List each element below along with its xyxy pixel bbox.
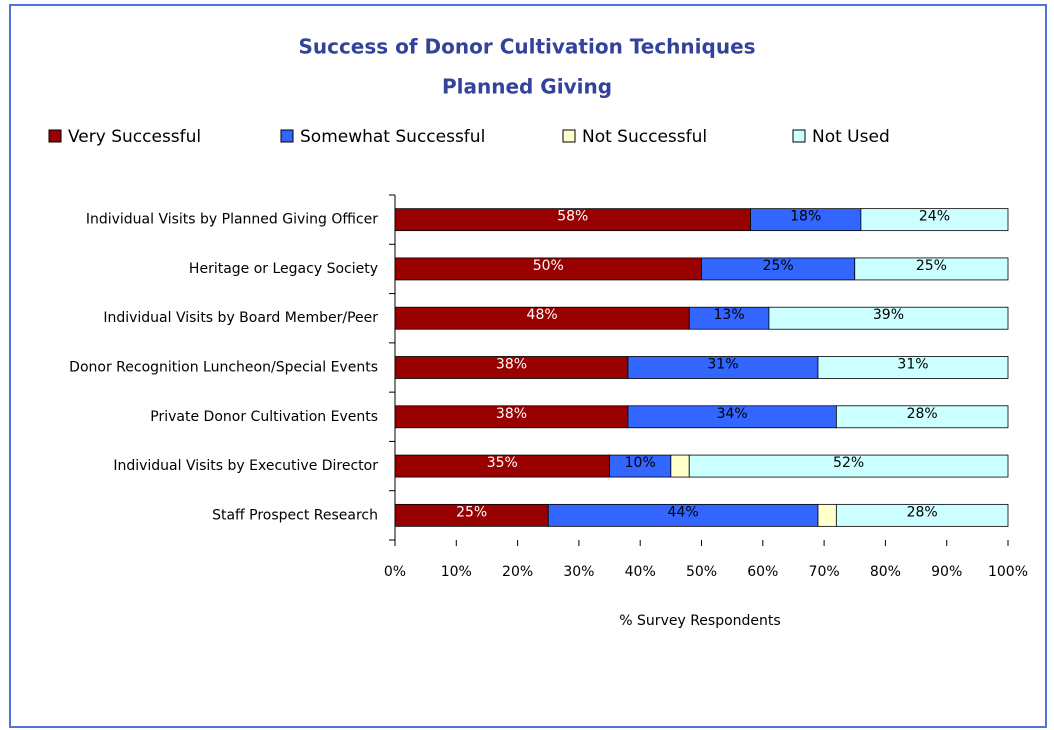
y-tick-label: Individual Visits by Executive Director xyxy=(113,458,378,474)
bar-segment xyxy=(854,257,1009,281)
data-label: 31% xyxy=(897,357,928,373)
data-label: 50% xyxy=(533,258,564,274)
x-tick-label: 50% xyxy=(686,564,717,580)
data-label: 38% xyxy=(496,406,527,422)
data-label: 48% xyxy=(527,307,558,323)
bar-segment xyxy=(670,454,690,478)
bar-segment xyxy=(817,503,837,527)
chart-title: Success of Donor Cultivation Techniques xyxy=(298,35,755,59)
data-label: 28% xyxy=(907,406,938,422)
y-tick-label: Individual Visits by Board Member/Peer xyxy=(103,310,378,326)
bar-segment xyxy=(768,306,1009,330)
data-label: 58% xyxy=(557,209,588,225)
bar-segment xyxy=(860,208,1009,232)
data-label: 25% xyxy=(763,258,794,274)
data-label: 31% xyxy=(707,357,738,373)
y-tick-label: Staff Prospect Research xyxy=(212,507,378,523)
x-tick-label: 10% xyxy=(441,564,472,580)
bar-segment xyxy=(817,356,1009,379)
y-tick-label: Private Donor Cultivation Events xyxy=(150,409,378,425)
legend-swatch xyxy=(280,129,294,143)
x-tick-label: 100% xyxy=(988,564,1028,580)
bar-segment xyxy=(688,454,1009,478)
x-tick-label: 70% xyxy=(809,564,840,580)
y-tick-label: Donor Recognition Luncheon/Special Event… xyxy=(69,360,378,376)
y-tick-label: Individual Visits by Planned Giving Offi… xyxy=(86,212,378,228)
data-label: 28% xyxy=(907,504,938,520)
data-label: 25% xyxy=(456,504,487,520)
data-label: 25% xyxy=(916,258,947,274)
data-label: 39% xyxy=(873,307,904,323)
data-label: 52% xyxy=(833,455,864,471)
data-label: 34% xyxy=(717,406,748,422)
legend-swatch xyxy=(562,129,576,143)
legend-label: Not Used xyxy=(812,127,890,147)
bar-segment xyxy=(835,503,1009,527)
data-label: 18% xyxy=(790,209,821,225)
x-tick-label: 30% xyxy=(563,564,594,580)
x-tick-label: 40% xyxy=(625,564,656,580)
legend-label: Not Successful xyxy=(582,127,707,147)
data-label: 35% xyxy=(487,455,518,471)
legend-swatch xyxy=(48,129,62,143)
y-tick-label: Heritage or Legacy Society xyxy=(189,261,378,277)
bar-segment xyxy=(835,405,1009,429)
data-label: 13% xyxy=(714,307,745,323)
legend-label: Somewhat Successful xyxy=(300,127,485,147)
legend-label: Very Successful xyxy=(68,127,201,147)
legend-swatch xyxy=(792,129,806,143)
x-tick-label: 80% xyxy=(870,564,901,580)
data-label: 10% xyxy=(625,455,656,471)
data-label: 38% xyxy=(496,357,527,373)
data-label: 24% xyxy=(919,209,950,225)
x-tick-label: 90% xyxy=(931,564,962,580)
x-tick-label: 20% xyxy=(502,564,533,580)
x-tick-label: 0% xyxy=(384,564,406,580)
x-tick-label: 60% xyxy=(747,564,778,580)
data-label: 44% xyxy=(668,504,699,520)
chart-subtitle: Planned Giving xyxy=(442,75,612,99)
x-axis-label: % Survey Respondents xyxy=(619,613,780,629)
